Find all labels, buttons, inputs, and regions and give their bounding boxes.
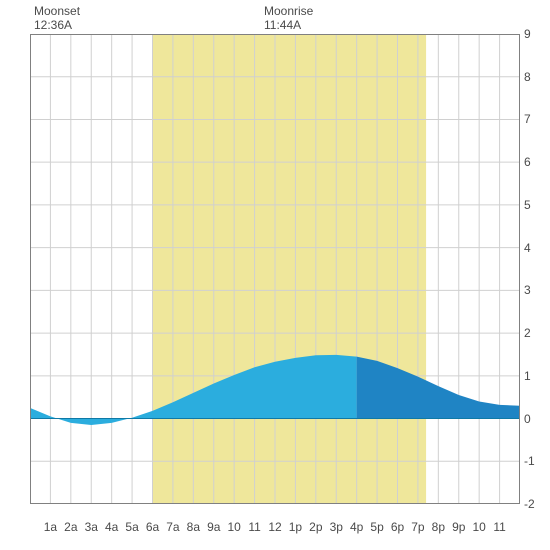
y-tick-label: 4: [524, 241, 544, 255]
x-axis: 1a2a3a4a5a6a7a8a9a1011121p2p3p4p5p6p7p8p…: [30, 510, 520, 534]
moonset-time: 12:36A: [34, 18, 72, 32]
y-tick-label: 2: [524, 326, 544, 340]
y-tick-label: 6: [524, 155, 544, 169]
y-tick-label: -1: [524, 454, 544, 468]
y-tick-label: 1: [524, 369, 544, 383]
moonrise-title: Moonrise: [264, 4, 313, 18]
x-tick-label: 11: [488, 520, 512, 534]
y-tick-label: 7: [524, 112, 544, 126]
y-tick-label: 8: [524, 70, 544, 84]
moonrise-time: 11:44A: [264, 18, 301, 32]
y-tick-label: 0: [524, 412, 544, 426]
tide-plot-svg: [30, 34, 520, 504]
tide-chart-container: Moonset 12:36A Moonrise 11:44A -2 -1 0 1 2 3 4…: [0, 0, 550, 550]
y-tick-label: 9: [524, 27, 544, 41]
y-tick-label: 3: [524, 283, 544, 297]
tide-plot: [30, 34, 520, 504]
y-tick-label: -2: [524, 497, 544, 511]
y-tick-label: 5: [524, 198, 544, 212]
moonset-title: Moonset: [34, 4, 80, 18]
